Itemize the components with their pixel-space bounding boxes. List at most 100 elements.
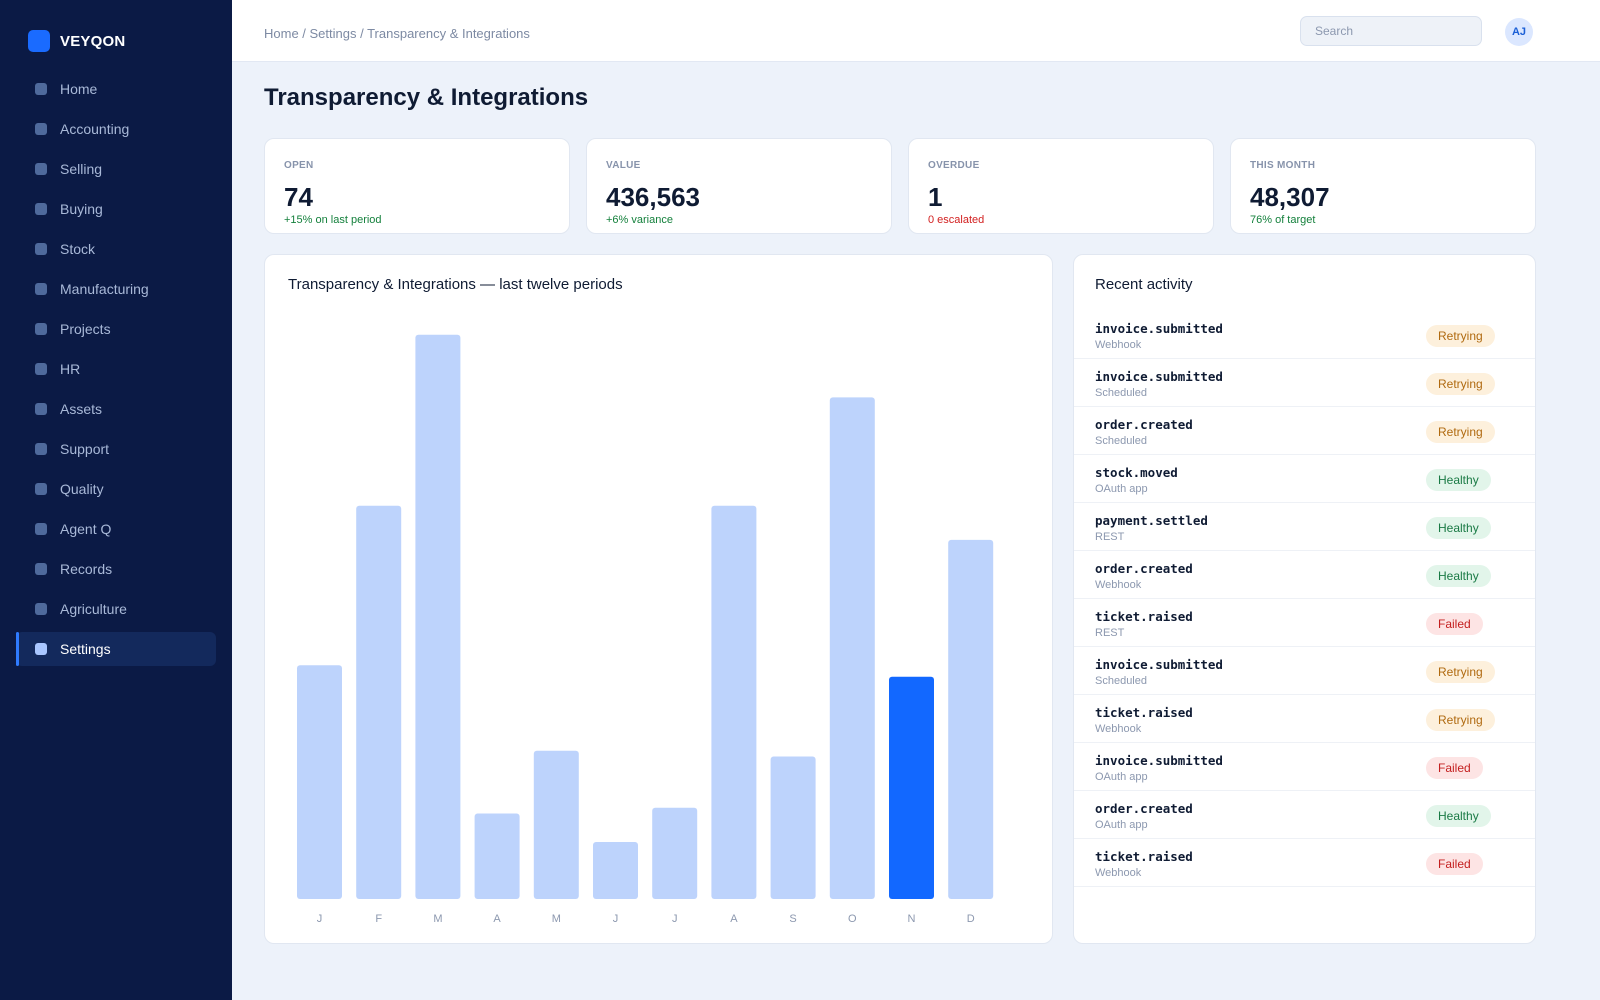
chart-bar[interactable] — [297, 665, 342, 899]
assets-icon — [35, 403, 47, 415]
x-tick-label: O — [848, 913, 857, 925]
event-source: OAuth app — [1095, 819, 1148, 831]
sidebar-item-agriculture[interactable]: Agriculture — [16, 592, 216, 626]
sidebar-item-label: Projects — [60, 321, 111, 337]
kpi-label: THIS MONTH — [1250, 160, 1316, 171]
kpi-value: 74 — [284, 182, 313, 212]
sidebar-item-agent-q[interactable]: Agent Q — [16, 512, 216, 546]
status-badge: Retrying — [1426, 709, 1495, 731]
chart-bar[interactable] — [474, 813, 520, 900]
event-name: invoice.submitted — [1095, 657, 1223, 672]
sidebar-item-label: Quality — [60, 481, 104, 497]
brand[interactable]: VEYQON — [28, 30, 125, 52]
sidebar-item-label: Home — [60, 81, 98, 97]
x-tick-label: M — [552, 913, 561, 925]
status-badge: Healthy — [1426, 565, 1491, 587]
sidebar-item-label: Agent Q — [60, 521, 112, 537]
list-item[interactable]: ticket.raised REST Failed — [1074, 599, 1535, 647]
event-source: Webhook — [1095, 339, 1142, 351]
status-badge: Healthy — [1426, 469, 1491, 491]
sidebar-item-label: Accounting — [60, 121, 130, 137]
x-tick-label: A — [493, 913, 501, 925]
list-item[interactable]: order.created Scheduled Retrying — [1074, 407, 1535, 455]
status-badge: Failed — [1426, 757, 1483, 779]
sidebar-item-selling[interactable]: Selling — [16, 152, 216, 186]
sidebar-item-assets[interactable]: Assets — [16, 392, 216, 426]
x-tick-label: J — [317, 913, 323, 925]
sidebar-item-label: Selling — [60, 161, 103, 177]
status-badge: Healthy — [1426, 517, 1491, 539]
list-item[interactable]: payment.settled REST Healthy — [1074, 503, 1535, 551]
chart-bar[interactable] — [829, 397, 875, 899]
kpi-value: 48,307 — [1250, 182, 1330, 212]
event-source: Webhook — [1095, 867, 1142, 879]
sidebar-nav: Home Accounting Selling Buying Stock Man… — [16, 72, 216, 672]
list-item[interactable]: order.created OAuth app Healthy — [1074, 791, 1535, 839]
list-item[interactable]: invoice.submitted Webhook Retrying — [1074, 311, 1535, 359]
kpi-delta: 0 escalated — [928, 214, 985, 226]
quality-icon — [35, 483, 47, 495]
list-item[interactable]: stock.moved OAuth app Healthy — [1074, 455, 1535, 503]
status-badge: Failed — [1426, 613, 1483, 635]
event-source: OAuth app — [1095, 483, 1148, 495]
chart-bar[interactable] — [948, 539, 994, 899]
event-source: Scheduled — [1095, 435, 1147, 447]
list-item[interactable]: ticket.raised Webhook Retrying — [1074, 695, 1535, 743]
x-tick-label: N — [908, 913, 916, 925]
list-item[interactable]: invoice.submitted Scheduled Retrying — [1074, 359, 1535, 407]
chart-bar[interactable] — [770, 756, 816, 900]
list-item[interactable]: order.created Webhook Healthy — [1074, 551, 1535, 599]
chart-bar[interactable] — [889, 676, 934, 899]
sidebar-item-label: Stock — [60, 241, 96, 257]
agent-q-icon — [35, 523, 47, 535]
avatar[interactable]: AJ — [1505, 18, 1533, 46]
chart-bar[interactable] — [533, 750, 579, 899]
kpi-card-overdue: OVERDUE 1 0 escalated — [908, 138, 1214, 234]
chart-title: Transparency & Integrations — last twelv… — [288, 276, 623, 293]
chart-bar[interactable] — [652, 807, 698, 899]
sidebar-item-hr[interactable]: HR — [16, 352, 216, 386]
support-icon — [35, 443, 47, 455]
activity-card: Recent activity invoice.submitted Webhook… — [1073, 254, 1536, 944]
kpi-value: 436,563 — [606, 182, 700, 212]
chart-bar[interactable] — [356, 505, 402, 899]
sidebar-item-home[interactable]: Home — [16, 72, 216, 106]
list-item[interactable]: invoice.submitted Scheduled Retrying — [1074, 647, 1535, 695]
stock-icon — [35, 243, 47, 255]
sidebar-item-projects[interactable]: Projects — [16, 312, 216, 346]
x-tick-label: A — [730, 913, 738, 925]
sidebar-item-buying[interactable]: Buying — [16, 192, 216, 226]
x-tick-label: D — [967, 913, 975, 925]
sidebar-item-label: HR — [60, 361, 81, 377]
sidebar-item-label: Buying — [60, 201, 103, 217]
sidebar-item-accounting[interactable]: Accounting — [16, 112, 216, 146]
kpi-label: VALUE — [606, 160, 641, 171]
event-name: payment.settled — [1095, 513, 1208, 528]
sidebar-item-quality[interactable]: Quality — [16, 472, 216, 506]
status-badge: Healthy — [1426, 805, 1491, 827]
event-name: ticket.raised — [1095, 705, 1193, 720]
sidebar: VEYQON Home Accounting Selling Buying St… — [0, 0, 232, 1000]
activity-title: Recent activity — [1095, 276, 1193, 293]
search-input[interactable] — [1300, 16, 1482, 46]
sidebar-item-settings[interactable]: Settings — [16, 632, 216, 666]
chart-bar[interactable] — [711, 505, 757, 899]
chart-bar[interactable] — [415, 334, 461, 899]
event-name: order.created — [1095, 561, 1193, 576]
sidebar-item-stock[interactable]: Stock — [16, 232, 216, 266]
event-name: ticket.raised — [1095, 849, 1193, 864]
chart-bar[interactable] — [593, 842, 638, 899]
page-title: Transparency & Integrations — [264, 84, 589, 111]
sidebar-item-support[interactable]: Support — [16, 432, 216, 466]
event-name: order.created — [1095, 801, 1193, 816]
event-source: Webhook — [1095, 579, 1142, 591]
sidebar-item-manufacturing[interactable]: Manufacturing — [16, 272, 216, 306]
sidebar-item-label: Records — [60, 561, 113, 577]
list-item[interactable]: ticket.raised Webhook Failed — [1074, 839, 1535, 887]
sidebar-item-records[interactable]: Records — [16, 552, 216, 586]
list-item[interactable]: invoice.submitted OAuth app Failed — [1074, 743, 1535, 791]
selling-icon — [35, 163, 47, 175]
breadcrumb[interactable]: Home / Settings / Transparency & Integra… — [264, 26, 530, 41]
event-source: OAuth app — [1095, 771, 1148, 783]
